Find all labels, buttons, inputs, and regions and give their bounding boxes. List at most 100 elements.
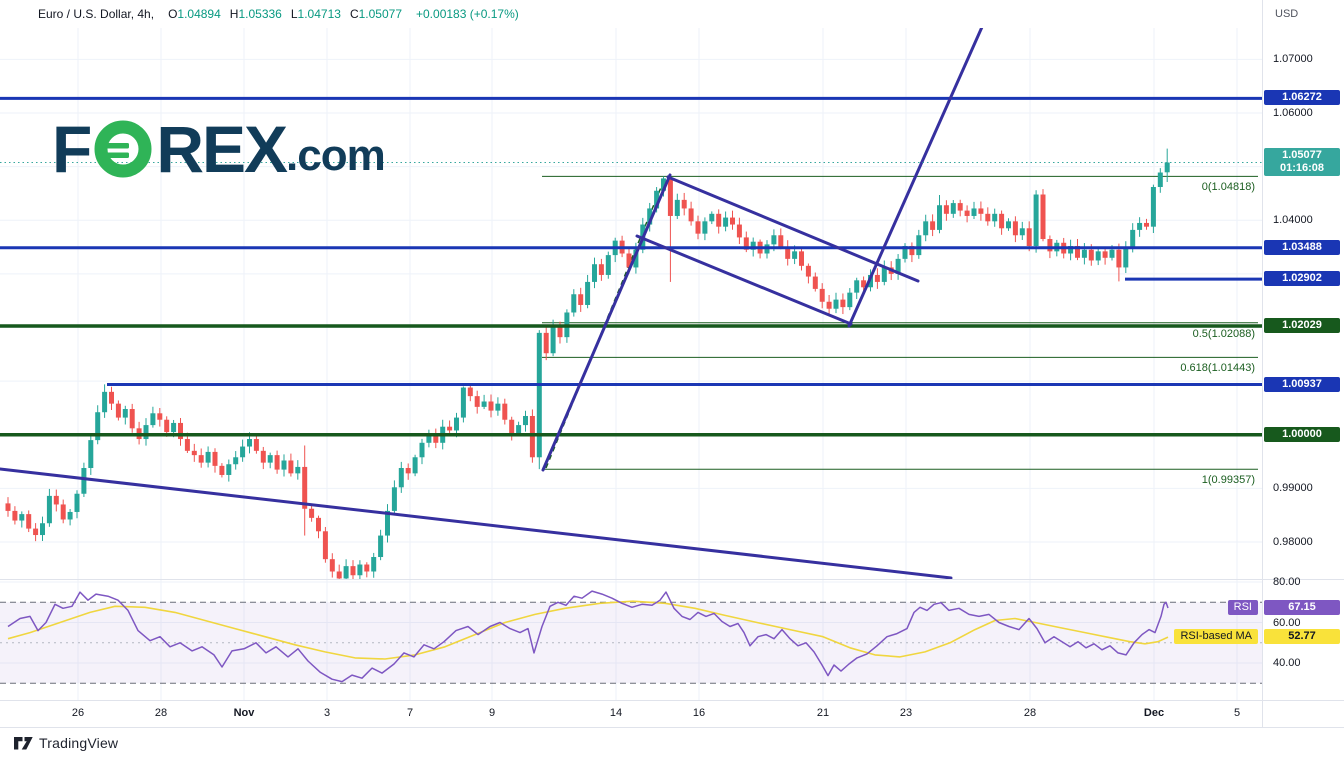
candle[interactable] (198, 448, 204, 468)
candle[interactable] (874, 268, 880, 289)
candle[interactable] (923, 214, 929, 242)
candle[interactable] (426, 429, 432, 448)
candle[interactable] (805, 263, 811, 284)
candle[interactable] (226, 459, 232, 482)
candle[interactable] (95, 405, 101, 445)
candle[interactable] (378, 529, 384, 561)
candle[interactable] (19, 511, 25, 528)
candle[interactable] (405, 463, 411, 480)
candlestick-series[interactable] (5, 148, 1170, 583)
candle[interactable] (916, 229, 922, 259)
candle[interactable] (1157, 168, 1163, 193)
candle[interactable] (1137, 217, 1143, 237)
candle[interactable] (723, 211, 729, 232)
candle[interactable] (909, 242, 915, 263)
candle[interactable] (502, 398, 508, 425)
candle[interactable] (509, 416, 515, 441)
trend-line[interactable] (541, 173, 672, 472)
candle[interactable] (881, 260, 887, 286)
candle[interactable] (495, 397, 501, 416)
candle[interactable] (295, 460, 301, 480)
candle[interactable] (53, 489, 59, 512)
candle[interactable] (12, 506, 18, 525)
candle[interactable] (364, 562, 370, 578)
candle[interactable] (1019, 221, 1025, 240)
candle[interactable] (764, 240, 770, 259)
candle[interactable] (150, 406, 156, 428)
candle[interactable] (943, 200, 949, 221)
candle[interactable] (536, 330, 542, 470)
candle[interactable] (115, 400, 121, 421)
symbol-legend[interactable]: Euro / U.S. Dollar, 4h, O1.04894 H1.05336… (38, 7, 519, 21)
candle[interactable] (799, 246, 804, 271)
candle[interactable] (309, 504, 315, 522)
candle[interactable] (371, 552, 377, 578)
candle[interactable] (102, 384, 108, 418)
candle[interactable] (157, 408, 163, 427)
candle[interactable] (433, 428, 439, 449)
candle[interactable] (709, 211, 715, 225)
candle[interactable] (33, 523, 39, 542)
candle[interactable] (350, 560, 356, 582)
candle[interactable] (702, 217, 708, 241)
candle[interactable] (281, 454, 287, 477)
candle[interactable] (895, 254, 901, 280)
candle[interactable] (695, 215, 701, 240)
candle[interactable] (385, 504, 390, 543)
candle[interactable] (585, 274, 591, 309)
candle[interactable] (612, 237, 618, 263)
candle[interactable] (329, 553, 335, 578)
candle[interactable] (736, 217, 742, 245)
candle[interactable] (840, 293, 846, 315)
candle[interactable] (357, 560, 363, 579)
candle[interactable] (233, 451, 239, 470)
candle[interactable] (129, 403, 135, 433)
candle[interactable] (481, 394, 487, 410)
candle[interactable] (336, 564, 342, 580)
tradingview-attribution[interactable]: TradingView (14, 735, 118, 751)
candle[interactable] (143, 418, 149, 446)
candle[interactable] (398, 461, 404, 493)
candle[interactable] (253, 433, 259, 454)
candle[interactable] (978, 201, 984, 221)
candle[interactable] (578, 287, 584, 312)
candle[interactable] (902, 243, 908, 263)
candle[interactable] (523, 410, 528, 432)
candle[interactable] (343, 559, 349, 582)
candle[interactable] (74, 490, 80, 519)
candle[interactable] (957, 199, 963, 217)
candle[interactable] (447, 420, 453, 433)
candle[interactable] (992, 208, 998, 227)
candle[interactable] (964, 205, 970, 223)
candle[interactable] (1068, 239, 1074, 261)
candle[interactable] (467, 383, 473, 402)
candle[interactable] (778, 228, 784, 250)
candle[interactable] (419, 438, 425, 465)
candle[interactable] (122, 405, 128, 425)
candle[interactable] (460, 386, 466, 423)
candle[interactable] (1102, 248, 1108, 265)
candle[interactable] (647, 202, 653, 232)
rsi-pane[interactable] (0, 590, 1262, 684)
candle[interactable] (854, 277, 860, 300)
candle[interactable] (267, 452, 273, 469)
candle[interactable] (46, 488, 52, 527)
trend-line[interactable] (0, 467, 953, 579)
candle[interactable] (219, 463, 225, 478)
candle[interactable] (288, 453, 294, 477)
candle[interactable] (88, 433, 94, 475)
candle[interactable] (302, 445, 308, 536)
candle[interactable] (667, 173, 673, 282)
symbol-title[interactable]: Euro / U.S. Dollar, 4h, (38, 7, 155, 21)
candle[interactable] (178, 418, 183, 446)
candle[interactable] (191, 443, 197, 462)
candle[interactable] (681, 192, 687, 216)
candle[interactable] (40, 516, 45, 542)
candle[interactable] (260, 446, 266, 470)
candle[interactable] (274, 450, 280, 474)
candle[interactable] (688, 201, 694, 226)
candle[interactable] (109, 386, 114, 411)
candle[interactable] (412, 454, 418, 477)
candle[interactable] (488, 394, 494, 418)
